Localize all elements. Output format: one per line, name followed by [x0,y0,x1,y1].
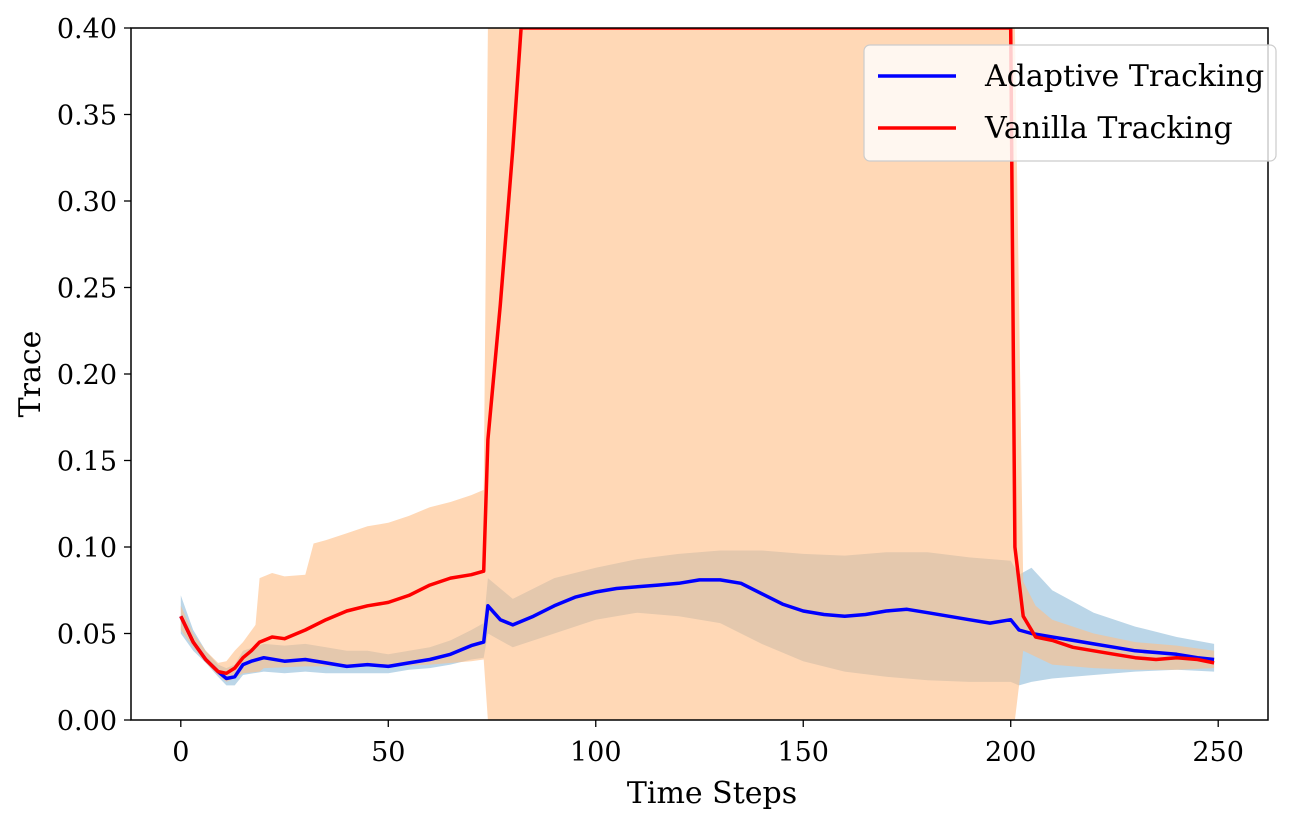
x-tick-label: 100 [570,737,622,768]
x-tick-label: 50 [371,737,405,768]
x-axis-title: Time Steps [627,776,797,811]
legend-box [863,44,1277,162]
y-axis: 0.00 0.05 0.10 0.15 0.20 0.25 0.30 0.35 0.40 [57,14,131,737]
series-line-vanilla-tracking [179,28,1215,676]
x-tick-label: 250 [1192,737,1244,768]
series-lines [179,28,1215,681]
y-tick-label: 0.15 [57,447,117,478]
y-tick-label: 0.40 [57,14,117,45]
y-tick-label: 0.10 [57,533,117,564]
x-tick-label: 150 [777,737,829,768]
legend: Adaptive Tracking Vanilla Tracking [863,44,1277,162]
y-tick-label: 0.05 [57,620,117,651]
legend-label-vanilla: Vanilla Tracking [984,111,1233,146]
y-tick-label: 0.20 [57,360,117,391]
y-axis-title: Trace [13,331,48,418]
y-tick-label: 0.00 [57,706,117,737]
y-tick-label: 0.35 [57,101,117,132]
y-tick-label: 0.30 [57,187,117,218]
x-tick-label: 0 [172,737,189,768]
series-line-adaptive-tracking [179,578,1215,681]
y-tick-label: 0.25 [57,274,117,305]
x-tick-label: 200 [985,737,1037,768]
x-axis: 0 50 100 150 200 250 [172,720,1244,768]
band-vanilla-tracking [180,28,1215,720]
legend-label-adaptive: Adaptive Tracking [984,59,1264,94]
confidence-bands [180,28,1215,720]
